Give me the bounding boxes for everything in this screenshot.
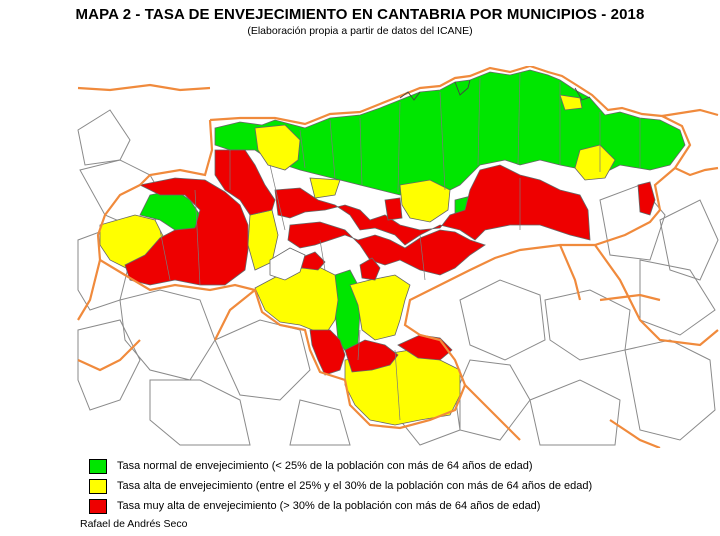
legend-swatch-yellow [89,478,107,494]
internal-municipal-borders [159,71,641,421]
legend-label-muy-alta: Tasa muy alta de envejecimiento (> 30% d… [117,500,541,512]
municipality-yellow [309,177,341,199]
municipality-yellow [559,94,583,111]
municipality-yellow [349,274,411,341]
municipality-red [359,257,381,281]
municipality-red [384,197,403,221]
cantabria-municipalities [99,69,686,426]
municipality-red [124,177,249,286]
province-border [77,66,719,448]
legend-item-alta: Tasa alta de envejecimiento (entre el 25… [89,477,592,495]
legend-label-normal: Tasa normal de envejecimiento (< 25% de … [117,460,533,472]
municipality-red [637,181,656,216]
municipality-yellow [254,124,301,171]
author-credit: Rafael de Andrés Seco [80,518,188,530]
legend-swatch-green [89,458,107,474]
legend-swatch-red [89,498,107,514]
map-title: MAPA 2 - TASA DE ENVEJECIMIENTO EN CANTA… [75,6,645,23]
legend-item-normal: Tasa normal de envejecimiento (< 25% de … [89,457,592,475]
legend: Tasa normal de envejecimiento (< 25% de … [89,457,592,517]
cantabria-map [77,66,719,448]
neighbor-municipality-borders [77,109,719,446]
legend-label-alta: Tasa alta de envejecimiento (entre el 25… [117,480,593,492]
municipality-red [309,329,346,376]
coastline [399,79,591,101]
municipality-white [269,247,306,281]
legend-item-muy-alta: Tasa muy alta de envejecimiento (> 30% d… [89,497,592,515]
municipality-red [274,164,591,246]
municipality-yellow [399,179,451,223]
map-subtitle: (Elaboración propia a partir de datos de… [247,25,473,37]
municipality-red [344,339,399,373]
municipality-yellow [254,264,339,336]
